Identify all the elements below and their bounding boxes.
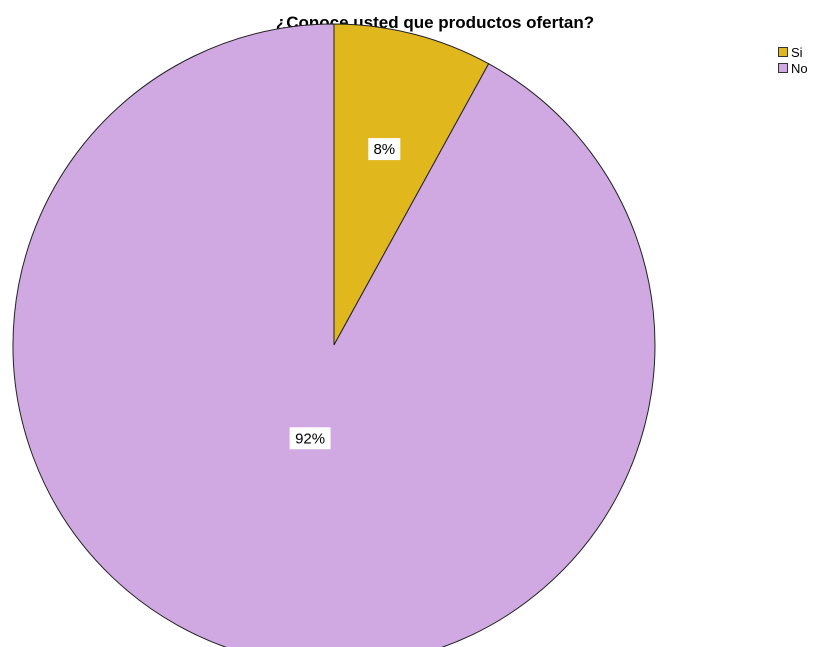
slice-label-text: 8% bbox=[373, 141, 395, 158]
slice-label-si: 8% bbox=[368, 138, 401, 161]
slice-label-no: 92% bbox=[289, 427, 331, 450]
legend-item-no: No bbox=[778, 60, 808, 76]
slice-label-box bbox=[289, 427, 331, 450]
legend-label-no: No bbox=[791, 60, 808, 76]
legend-label-si: Si bbox=[791, 44, 803, 60]
legend-item-si: Si bbox=[778, 44, 808, 60]
pie-slice-no bbox=[12, 23, 656, 647]
slice-label-box bbox=[368, 138, 401, 161]
legend-swatch-no bbox=[778, 63, 788, 73]
pie-slice-si bbox=[333, 23, 490, 346]
slice-label-text: 92% bbox=[295, 430, 325, 447]
legend: Si No bbox=[778, 44, 808, 76]
legend-swatch-si bbox=[778, 47, 788, 57]
